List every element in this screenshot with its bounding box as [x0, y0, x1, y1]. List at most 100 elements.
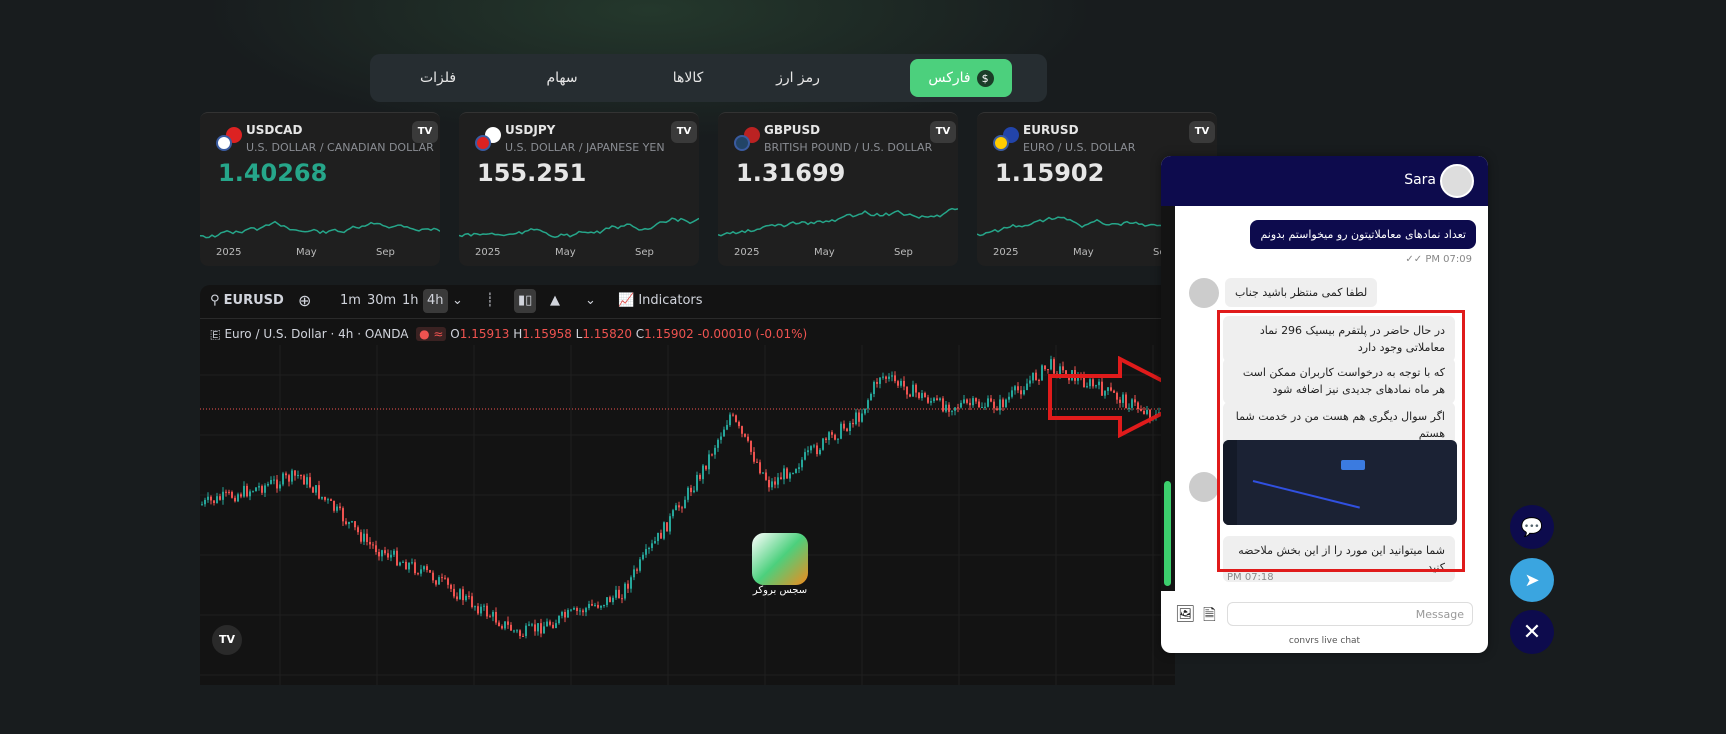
telegram-icon: ➤ — [1524, 569, 1540, 591]
candle-body — [852, 422, 854, 425]
sparkline — [459, 217, 699, 238]
candle-body — [1098, 381, 1100, 386]
candle-body — [825, 438, 827, 441]
axis-label: 2025 — [475, 247, 501, 258]
close-chat-button[interactable]: ✕ — [1510, 610, 1554, 654]
candle-body — [951, 410, 953, 412]
candle-body — [615, 589, 617, 598]
candle-body — [966, 399, 968, 403]
candle-body — [1140, 409, 1142, 411]
ticker-card-usdcad[interactable]: USDCAD U.S. DOLLAR / CANADIAN DOLLAR 1.4… — [200, 112, 440, 266]
candle-body — [1002, 399, 1004, 408]
candle-body — [351, 521, 353, 523]
chart-legend: 🇪 Euro / U.S. Dollar · 4h · OANDA ● ≈ O1… — [210, 327, 808, 341]
ticker-card-gbpusd[interactable]: GBPUSD BRITISH POUND / U.S. DOLLAR 1.316… — [718, 112, 958, 266]
candle-body — [906, 386, 908, 395]
candle-body — [594, 604, 596, 606]
tradingview-logo[interactable]: TV — [671, 121, 697, 143]
indicators-button[interactable]: 📈 Indicators — [618, 293, 703, 308]
compare-plus-icon[interactable]: ⊕ — [298, 291, 312, 310]
tradingview-logo[interactable]: TV — [212, 625, 242, 655]
tradingview-logo[interactable]: TV — [412, 121, 438, 143]
candle-body — [981, 407, 983, 409]
axis-label: Sep — [376, 247, 395, 258]
agent-avatar — [1440, 164, 1474, 198]
candle-body — [249, 491, 251, 497]
candlestick-chart[interactable] — [200, 345, 1175, 685]
candle-body — [792, 472, 794, 474]
candle-body — [684, 499, 686, 509]
candle-body — [270, 480, 272, 484]
candle-body — [330, 499, 332, 501]
telegram-button[interactable]: ➤ — [1510, 558, 1554, 602]
tab-commodities[interactable]: کالاها — [672, 70, 704, 86]
candle-body — [651, 543, 653, 548]
ticker-symbol: USDCAD — [246, 123, 303, 137]
ticker-price: 1.31699 — [736, 159, 846, 187]
interval-1m[interactable]: 1m — [340, 293, 361, 308]
candle-body — [309, 477, 311, 488]
candle-body — [231, 491, 233, 498]
dollar-icon: $ — [976, 69, 994, 87]
tradingview-logo[interactable]: TV — [930, 121, 956, 143]
chart-price-scale[interactable] — [1161, 206, 1175, 591]
candle-body — [804, 452, 806, 460]
file-attach-icon[interactable]: 🗎 — [1203, 605, 1216, 624]
bar-chart-icon[interactable]: ┊ — [486, 293, 494, 308]
candles-icon[interactable]: ▮▯ — [514, 289, 537, 313]
candle-body — [282, 473, 284, 485]
candle-body — [528, 624, 530, 626]
candle-body — [360, 532, 362, 542]
interval-1h[interactable]: 1h — [402, 293, 419, 308]
interval-30m[interactable]: 30m — [367, 293, 397, 308]
tab-crypto[interactable]: رمز ارز — [776, 70, 820, 86]
tradingview-logo[interactable]: TV — [1189, 121, 1215, 143]
tab-metals[interactable]: فلزات — [419, 70, 457, 86]
message-input[interactable]: Message — [1227, 602, 1473, 626]
ticker-card-usdjpy[interactable]: USDJPY U.S. DOLLAR / JAPANESE YEN 155.25… — [459, 112, 699, 266]
axis-label: May — [555, 247, 576, 258]
currency-flags-icon — [216, 127, 242, 153]
axis-label: May — [296, 247, 317, 258]
candle-body — [408, 562, 410, 570]
candle-body — [942, 398, 944, 412]
chat-bubble-button[interactable]: 💬 — [1510, 505, 1554, 549]
candle-body — [1023, 390, 1025, 395]
candle-body — [624, 583, 626, 599]
area-chart-icon[interactable]: ▲ — [550, 293, 560, 308]
tab-stocks[interactable]: سهام — [546, 70, 578, 86]
symbol-search[interactable]: ⚲ EURUSD — [210, 293, 284, 308]
candle-body — [735, 415, 737, 422]
candle-body — [267, 483, 269, 486]
candle-body — [438, 577, 440, 585]
interval-4h[interactable]: 4h — [423, 289, 448, 313]
candle-body — [585, 608, 587, 613]
candle-body — [708, 454, 710, 470]
tab-forex[interactable]: فارکس $ — [910, 59, 1012, 97]
screenshot-image[interactable] — [1223, 440, 1457, 525]
candle-body — [588, 603, 590, 609]
sparkline — [718, 207, 958, 237]
candle-body — [210, 496, 212, 501]
candle-body — [612, 597, 614, 603]
candle-body — [699, 474, 701, 480]
candle-body — [1095, 385, 1097, 387]
candle-body — [264, 485, 266, 493]
chart-widget[interactable]: ⚲ EURUSD ⊕ 1m 30m 1h 4h ⌄ ┊ ▮▯ ▲ ⌄ 📈 Ind… — [200, 285, 1175, 685]
candle-body — [759, 462, 761, 474]
candle-body — [807, 450, 809, 453]
chevron-down-icon[interactable]: ⌄ — [585, 293, 596, 308]
scrollbar-thumb[interactable] — [1164, 481, 1171, 586]
candle-body — [717, 439, 719, 448]
image-upload-icon[interactable]: 🖼 — [1175, 604, 1196, 623]
candle-body — [369, 541, 371, 545]
chevron-down-icon[interactable]: ⌄ — [452, 293, 463, 308]
candle-body — [537, 623, 539, 632]
axis-label: May — [1073, 247, 1094, 258]
candle-body — [627, 583, 629, 589]
candle-body — [975, 398, 977, 402]
candle-body — [1086, 386, 1088, 388]
axis-label: 2025 — [216, 247, 242, 258]
candle-body — [486, 605, 488, 617]
candle-body — [336, 506, 338, 511]
